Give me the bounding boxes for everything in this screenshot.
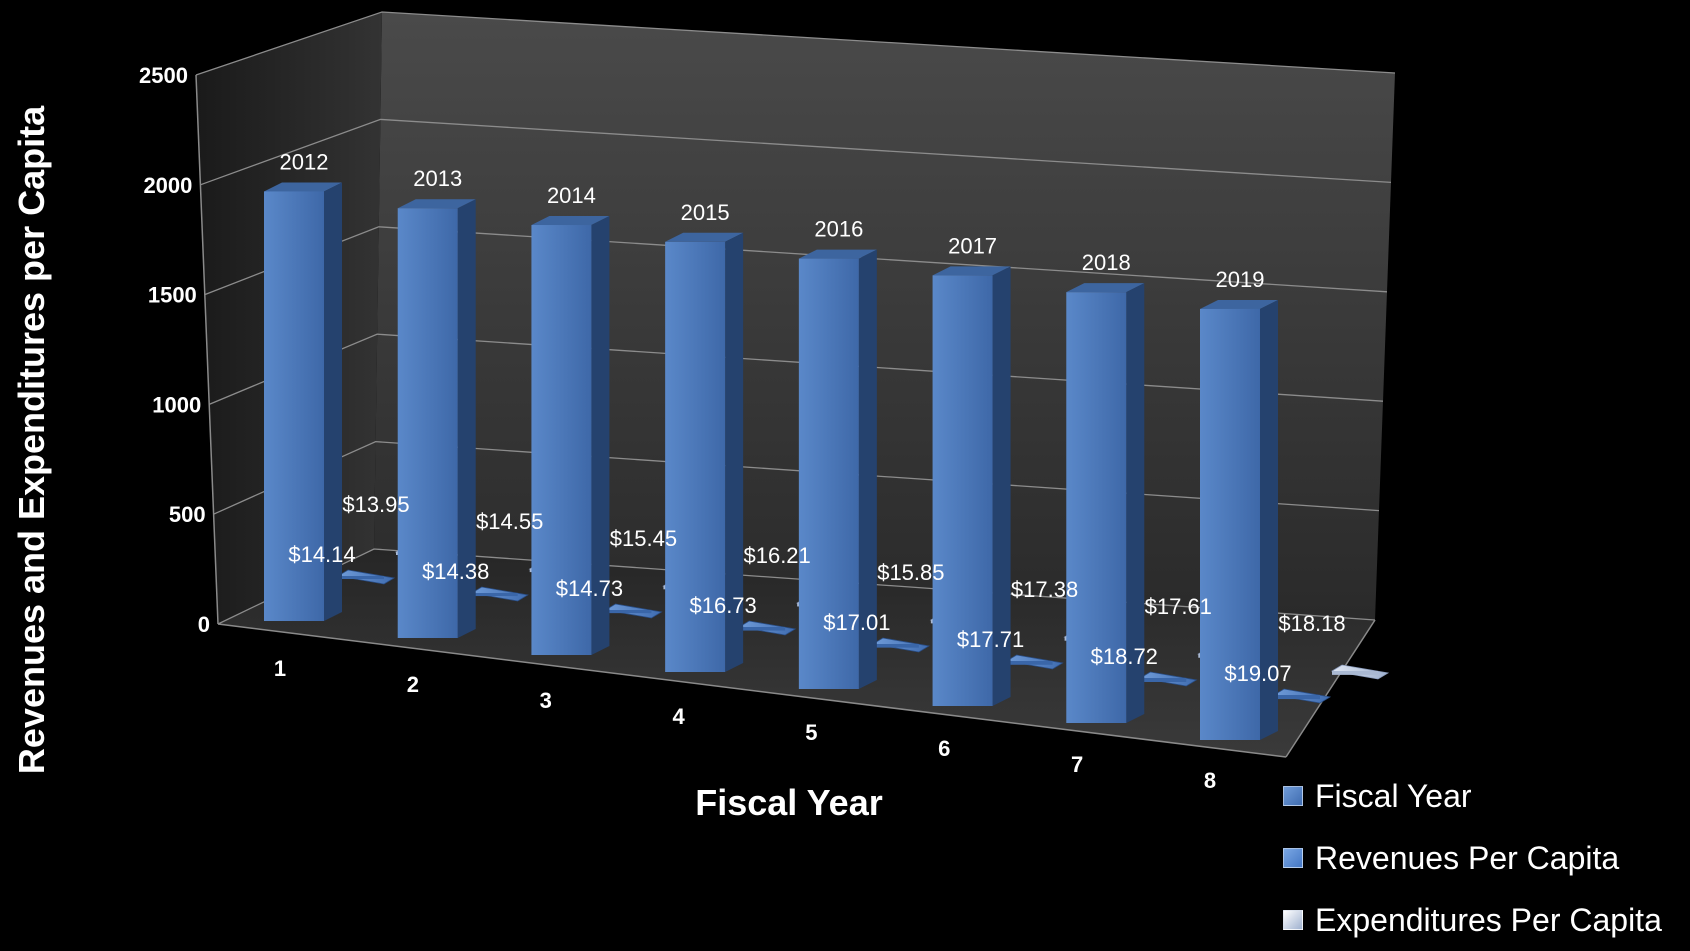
data-label: 2012 — [280, 149, 329, 174]
data-label: $17.71 — [957, 627, 1024, 652]
data-label: $19.07 — [1224, 661, 1291, 686]
x-tick-label: 8 — [1204, 768, 1216, 793]
fiscal-year-columns — [264, 182, 1278, 740]
data-label: $16.21 — [743, 543, 810, 568]
column-top — [1066, 283, 1145, 293]
legend-label: Revenues Per Capita — [1315, 839, 1620, 876]
y-axis-title: Revenues and Expenditures per Capita — [11, 105, 52, 774]
y-tick-label: 500 — [169, 502, 206, 527]
revenue-marker-edge — [1140, 678, 1187, 682]
y-tick-label: 2500 — [139, 63, 188, 88]
x-axis-tick-labels: 1 2 3 4 5 6 7 8 — [274, 656, 1216, 793]
column-side — [324, 182, 342, 622]
column-top — [264, 182, 342, 192]
data-label: $17.38 — [1011, 577, 1078, 602]
revenue-marker-edge — [338, 576, 384, 580]
column-bar — [932, 275, 993, 706]
legend-item-expenditures-per-capita: Expenditures Per Capita — [1283, 889, 1683, 951]
x-tick-label: 7 — [1071, 752, 1083, 777]
gridline — [195, 11, 1396, 76]
data-label: 2014 — [547, 183, 596, 208]
legend-label: Expenditures Per Capita — [1315, 901, 1662, 938]
column-bar — [798, 258, 859, 689]
column-side — [1260, 299, 1278, 740]
revenue-marker-edge — [1006, 661, 1053, 665]
x-tick-label: 2 — [407, 672, 419, 697]
data-label: 2013 — [413, 166, 462, 191]
column-top — [932, 266, 1011, 276]
data-label: 2016 — [814, 217, 863, 242]
legend-swatch-fiscal-year — [1283, 786, 1303, 806]
revenue-marker-edge — [1274, 695, 1320, 700]
data-label: 2015 — [681, 200, 730, 225]
revenue-marker-edge — [471, 593, 518, 597]
column-top — [665, 232, 744, 242]
column-side — [725, 232, 744, 673]
column-bar — [1066, 292, 1127, 723]
data-label: $17.01 — [823, 610, 890, 635]
column-side — [457, 199, 476, 639]
data-labels: 2012 $14.14 $13.95 2013 $14.38 $14.55 2014 $14.… — [280, 149, 1346, 686]
column-top — [531, 216, 610, 226]
y-axis-tick-labels: 0 500 1000 1500 2000 2500 — [139, 63, 210, 637]
floor-right-edge — [1285, 619, 1376, 758]
chart: 0 500 1000 1500 2000 2500 1 2 3 4 5 6 7 8 2012 $14.14… — [11, 11, 1396, 823]
data-label: $17.61 — [1145, 594, 1212, 619]
data-label: $14.73 — [556, 576, 623, 601]
y-tick-label: 0 — [198, 612, 210, 637]
data-label: $14.55 — [476, 509, 543, 534]
column-side — [992, 266, 1011, 706]
data-label: 2017 — [948, 233, 997, 258]
data-label: $14.14 — [288, 542, 355, 567]
data-label: $16.73 — [689, 593, 756, 618]
legend-label: Fiscal Year — [1315, 777, 1472, 814]
legend-item-fiscal-year: Fiscal Year — [1283, 765, 1683, 827]
data-label: $15.45 — [610, 526, 677, 551]
revenue-marker-edge — [739, 627, 786, 631]
column-bar — [397, 208, 458, 639]
x-tick-label: 4 — [672, 704, 685, 729]
legend-item-revenues-per-capita: Revenues Per Capita — [1283, 827, 1683, 889]
expenditure-marker-edge — [1332, 671, 1378, 675]
x-tick-label: 1 — [274, 656, 286, 681]
data-label: $14.38 — [422, 559, 489, 584]
column-side — [858, 249, 877, 690]
column-bar — [531, 225, 592, 656]
column-bar — [1200, 308, 1260, 740]
x-tick-label: 3 — [540, 688, 552, 713]
data-label: 2018 — [1082, 250, 1131, 275]
x-tick-label: 5 — [805, 720, 817, 745]
column-top — [397, 199, 476, 209]
y-tick-label: 1500 — [148, 283, 197, 308]
column-bar — [665, 241, 726, 673]
data-label: $18.18 — [1278, 611, 1345, 636]
y-tick-label: 2000 — [143, 173, 192, 198]
x-axis-title: Fiscal Year — [695, 782, 883, 823]
y-tick-label: 1000 — [152, 392, 201, 417]
data-label: $15.85 — [877, 560, 944, 585]
column-top — [798, 249, 877, 259]
gridline — [204, 226, 1388, 296]
side-wall-left-edge — [195, 74, 219, 625]
data-label: 2019 — [1216, 267, 1265, 292]
column-side — [591, 216, 610, 656]
gridline — [200, 118, 1392, 186]
revenue-marker-edge — [605, 610, 652, 614]
x-tick-label: 6 — [938, 736, 950, 761]
legend-swatch-expenditures-per-capita — [1283, 910, 1303, 930]
legend-swatch-revenues-per-capita — [1283, 848, 1303, 868]
column-side — [1126, 283, 1145, 723]
legend: Fiscal Year Revenues Per Capita Expendit… — [1283, 765, 1683, 951]
column-top — [1200, 299, 1278, 309]
data-label: $13.95 — [342, 492, 409, 517]
floor-front-edge — [217, 623, 1287, 758]
revenue-marker-edge — [872, 644, 919, 648]
column-bar — [264, 191, 324, 622]
data-label: $18.72 — [1091, 644, 1158, 669]
